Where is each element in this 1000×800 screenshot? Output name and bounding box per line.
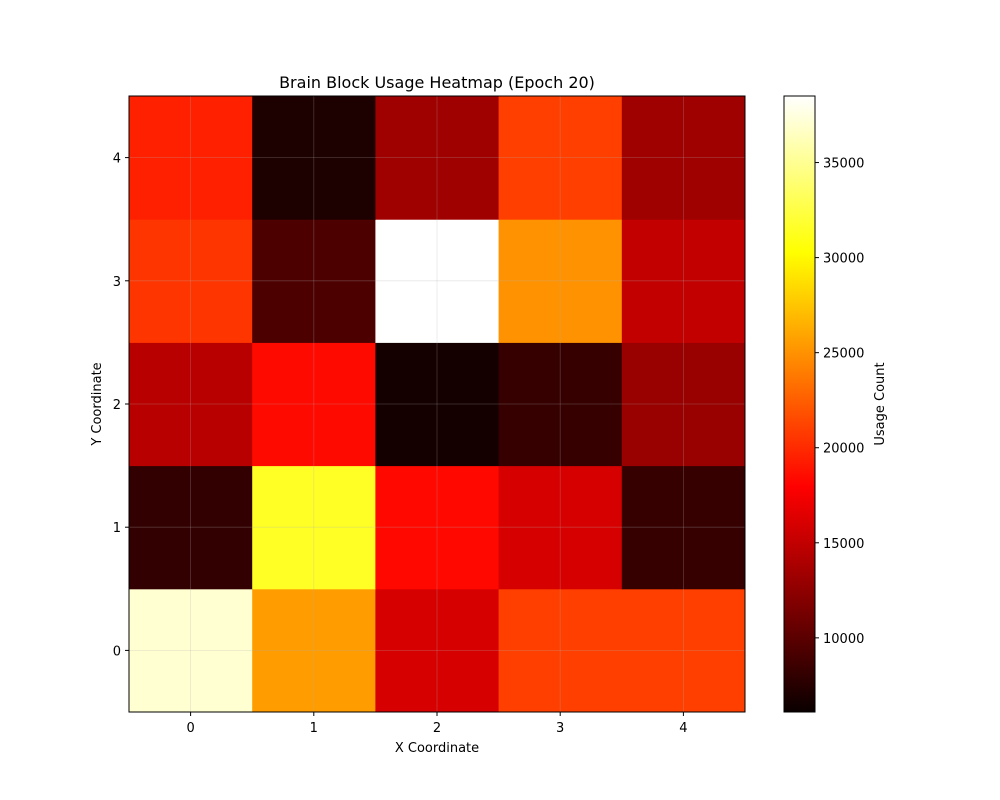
colorbar-tick-label: 15000 [823,537,864,552]
heatmap-cell [621,342,746,467]
x-tick-label: 4 [679,721,687,736]
x-tick-label: 1 [310,721,318,736]
heatmap-cell [252,96,376,220]
heatmap-cell [375,96,500,220]
grid-lines [129,96,745,712]
y-tick-label: 1 [113,521,121,536]
y-axis-ticks: 0 1 2 3 4 [113,152,129,659]
colorbar-label: Usage Count [873,362,888,445]
heatmap-cell [129,219,253,343]
colorbar-tick-label: 35000 [823,157,864,172]
heatmap-cell [129,588,253,713]
colorbar-ticks: 10000 15000 20000 25000 30000 35000 [815,157,864,647]
heatmap-cell [252,219,376,343]
chart-title: Brain Block Usage Heatmap (Epoch 20) [279,73,595,92]
x-axis-label: X Coordinate [395,741,479,756]
x-tick-label: 3 [556,721,564,736]
heatmap-cell [498,588,623,713]
heatmap-cell [252,342,376,467]
y-tick-label: 2 [113,398,121,413]
colorbar-tick-label: 30000 [823,252,864,267]
y-tick-label: 0 [113,644,121,659]
y-tick-label: 4 [113,152,121,167]
heatmap-cell [498,342,623,467]
colorbar-tick-label: 10000 [823,632,864,647]
heatmap-cell [621,219,746,343]
colorbar [783,95,816,713]
y-tick-label: 3 [113,275,121,290]
x-tick-label: 2 [433,721,441,736]
heatmap-cell [498,219,623,343]
x-tick-label: 0 [186,721,194,736]
heatmap-cell [252,465,376,590]
heatmap-cell [375,588,500,713]
heatmap-cell [621,96,746,220]
x-axis-ticks: 0 1 2 3 4 [186,712,688,736]
heatmap-cell [498,465,623,590]
heatmap-cell [252,588,376,713]
heatmap-cell [375,342,500,467]
heatmap-cell [375,219,500,343]
heatmap-cell [129,342,253,467]
heatmap-cell [375,465,500,590]
heatmap-cell [498,96,623,220]
heatmap-cell [129,465,253,590]
heatmap-cell [621,588,746,713]
heatmap-cell [621,465,746,590]
colorbar-tick-label: 20000 [823,442,864,457]
y-axis-label: Y Coordinate [90,362,105,446]
heatmap-cell [129,96,253,220]
heatmap-cells [129,96,746,713]
colorbar-tick-label: 25000 [823,347,864,362]
